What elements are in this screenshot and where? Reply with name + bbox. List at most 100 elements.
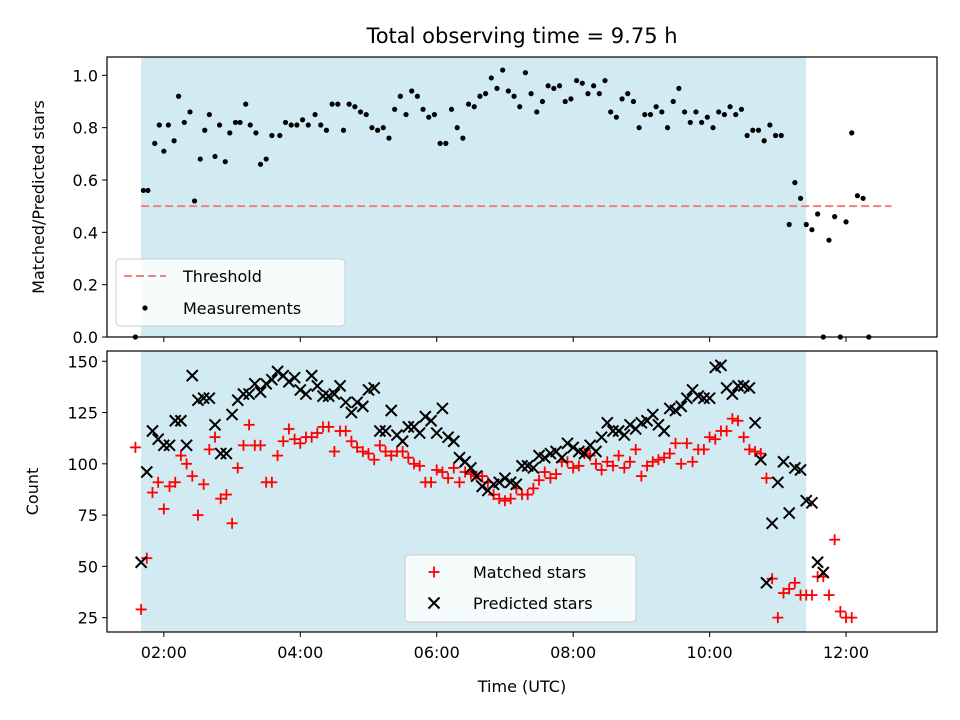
predicted-star-point	[606, 424, 620, 438]
predicted-star-point	[470, 469, 483, 483]
measurement-point	[619, 96, 625, 102]
measurement-point	[494, 85, 500, 92]
measurement-point	[277, 132, 283, 139]
top-y-tick-label: 0.4	[73, 223, 98, 242]
measurement-point	[803, 221, 809, 228]
measurement-point	[397, 93, 403, 99]
predicted-star-point	[447, 435, 460, 448]
measurement-point	[176, 93, 182, 99]
x-axis-label: Time (UTC)	[477, 677, 566, 696]
matched-star-point	[596, 464, 608, 476]
predicted-star-point	[208, 418, 222, 432]
measurement-point	[832, 214, 838, 220]
x-tick-label: 12:00	[823, 643, 869, 662]
predicted-star-point	[765, 517, 779, 530]
predicted-star-point	[510, 478, 523, 491]
bottom-axes-frame	[106, 350, 938, 633]
matched-star-point	[527, 482, 539, 494]
top-y-axis-label: Matched/Predicted stars	[29, 100, 48, 294]
measurement-point	[551, 85, 557, 92]
measurement-point	[312, 111, 318, 118]
measurement-point	[392, 106, 398, 112]
matched-star-point	[453, 476, 465, 488]
measurement-point	[608, 109, 614, 115]
matched-star-point	[220, 489, 232, 501]
predicted-star-point	[538, 451, 551, 464]
predicted-star-point	[498, 471, 512, 485]
matched-star-point	[243, 419, 255, 431]
matched-star-point	[846, 612, 858, 624]
predicted-star-point	[214, 447, 227, 460]
predicted-star-point	[379, 424, 392, 438]
predicted-star-point	[220, 447, 233, 460]
top-axes-frame	[106, 56, 938, 338]
measurement-point	[202, 127, 208, 133]
measurement-point	[602, 77, 608, 84]
matched-star-point	[141, 552, 153, 564]
measurement-point	[693, 109, 699, 115]
matched-star-point	[567, 462, 579, 474]
legend-predicted-label: Predicted stars	[473, 594, 593, 613]
predicted-star-point	[612, 424, 625, 438]
matched-star-point	[561, 456, 573, 468]
measurement-point	[243, 101, 249, 107]
predicted-star-point	[777, 455, 790, 468]
predicted-star-point	[305, 369, 318, 382]
matched-star-point	[772, 612, 784, 624]
measurement-point	[380, 125, 386, 131]
matched-star-point	[459, 466, 471, 478]
matched-star-point	[357, 446, 369, 458]
measurement-point	[721, 111, 727, 118]
matched-star-point	[630, 443, 642, 455]
measurement-point	[227, 130, 233, 136]
measurement-point	[767, 122, 773, 128]
measurement-point	[181, 119, 187, 126]
matched-star-point	[755, 448, 767, 460]
measurement-point	[247, 122, 253, 128]
matched-star-point	[687, 456, 699, 468]
predicted-star-point	[589, 445, 603, 458]
predicted-star-point	[731, 379, 745, 393]
matched-star-point	[789, 577, 801, 589]
matched-star-point	[624, 456, 636, 468]
measurement-point	[299, 117, 306, 123]
predicted-star-point	[527, 461, 540, 475]
predicted-star-point	[271, 365, 284, 378]
measurement-point	[778, 132, 784, 139]
matched-star-point	[431, 464, 443, 476]
matched-star-point	[363, 448, 375, 460]
measurement-point	[420, 106, 426, 112]
measurement-point	[437, 140, 443, 146]
bottom-y-tick-label: 50	[78, 557, 98, 576]
predicted-star-point	[493, 476, 506, 489]
bottom-y-axis-label: Count	[23, 468, 42, 516]
measurement-point	[591, 83, 597, 89]
predicted-star-point	[328, 387, 341, 401]
predicted-star-point	[743, 381, 756, 395]
measurement-point	[704, 114, 710, 120]
predicted-star-point	[413, 426, 426, 440]
predicted-star-point	[714, 359, 728, 372]
measurement-point	[443, 140, 449, 146]
predicted-star-point	[817, 566, 830, 579]
measurement-point	[156, 122, 162, 128]
measurement-point	[454, 125, 460, 131]
predicted-star-point	[345, 406, 358, 419]
predicted-star-point	[566, 441, 580, 454]
measurement-point	[860, 195, 866, 201]
matched-star-point	[397, 446, 409, 458]
matched-star-point	[806, 589, 818, 601]
measurement-point	[318, 122, 324, 128]
measurement-point	[642, 111, 648, 118]
matched-star-point	[550, 468, 562, 480]
measurement-point	[206, 111, 212, 118]
matched-star-point	[414, 460, 426, 472]
matched-star-point	[544, 472, 556, 484]
measurement-point	[761, 138, 767, 144]
bottom-y-tick-label: 150	[67, 352, 98, 371]
matched-star-point	[277, 435, 289, 447]
measurement-point	[854, 193, 861, 199]
measurement-point	[738, 106, 745, 112]
matched-star-point	[505, 493, 517, 505]
measurement-point	[585, 91, 591, 97]
